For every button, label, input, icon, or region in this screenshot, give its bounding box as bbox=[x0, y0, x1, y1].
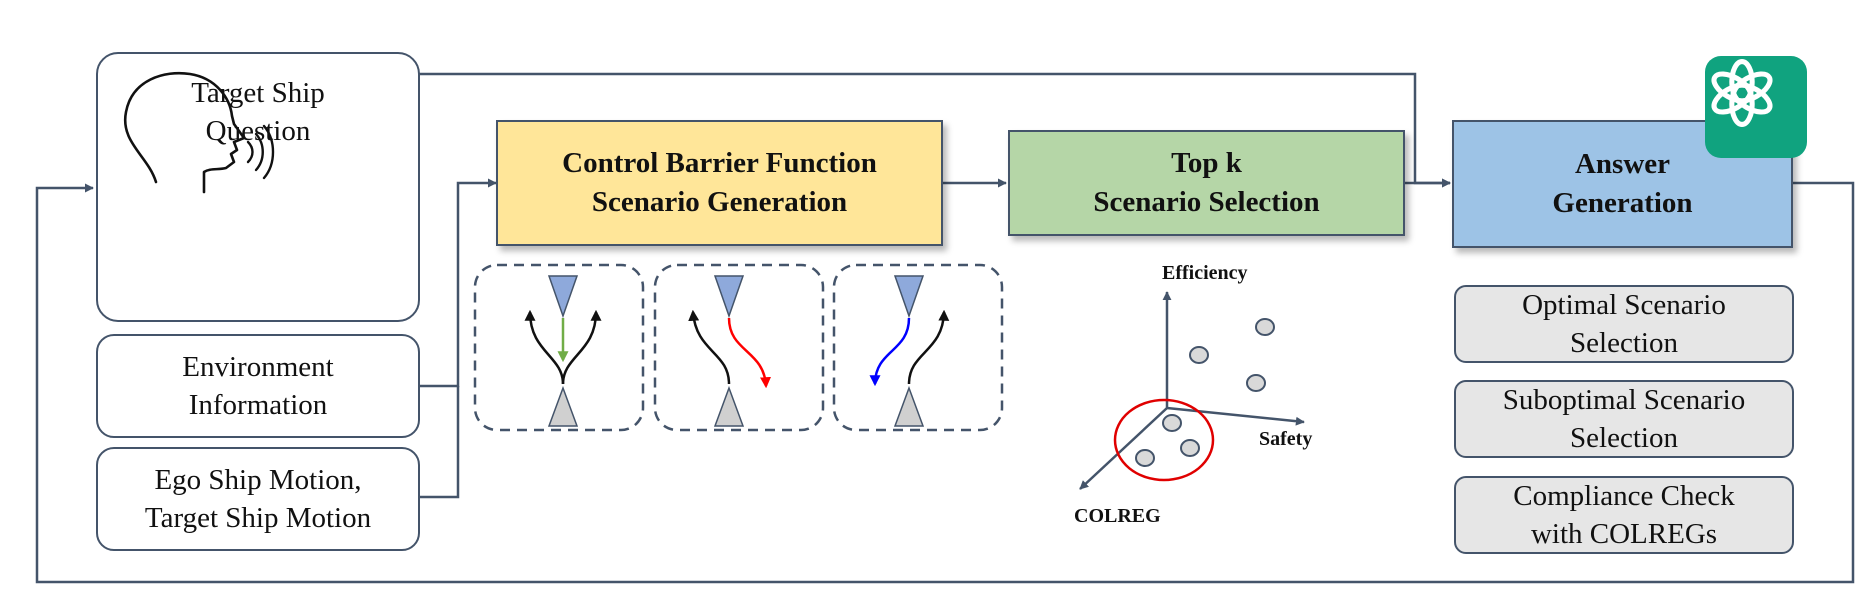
topk-line1: Top k bbox=[1171, 147, 1242, 179]
colreg-axis-label: COLREG bbox=[1074, 505, 1161, 527]
cbf-line1: Control Barrier Function bbox=[562, 147, 877, 179]
compliance-check-box: Compliance Check with COLREGs bbox=[1454, 476, 1794, 554]
safety-axis-label: Safety bbox=[1259, 428, 1313, 450]
environment-line1: Environment bbox=[182, 351, 334, 383]
cbf-scenario-generation-box: Control Barrier Function Scenario Genera… bbox=[496, 120, 943, 246]
question-line2: Question bbox=[205, 115, 311, 147]
answer-generation-box: Answer Generation bbox=[1452, 120, 1793, 248]
answer-line2: Generation bbox=[1552, 187, 1693, 219]
output-line1: Suboptimal Scenario bbox=[1502, 384, 1746, 416]
target-ship-question-box: Target Ship Question bbox=[96, 52, 420, 322]
environment-information-box: Environment Information bbox=[96, 334, 420, 438]
ship-motion-box: Ego Ship Motion, Target Ship Motion bbox=[96, 447, 420, 551]
answer-line1: Answer bbox=[1574, 148, 1671, 180]
output-line1: Compliance Check bbox=[1513, 480, 1735, 512]
topk-scenario-selection-box: Top k Scenario Selection bbox=[1008, 130, 1405, 236]
motion-to-cbf-line bbox=[420, 386, 460, 499]
environment-line2: Information bbox=[188, 389, 328, 421]
output-line1: Optimal Scenario bbox=[1522, 289, 1726, 321]
motion-line1: Ego Ship Motion, bbox=[154, 464, 362, 496]
cbf-line2: Scenario Generation bbox=[591, 186, 848, 218]
topk-line2: Scenario Selection bbox=[1093, 186, 1320, 218]
suboptimal-scenario-selection-box: Suboptimal Scenario Selection bbox=[1454, 380, 1794, 458]
feedback-loop-line bbox=[35, 181, 1855, 584]
openai-knot-icon bbox=[1711, 59, 1773, 127]
environment-to-cbf-line bbox=[420, 178, 497, 388]
openai-logo-icon bbox=[1705, 56, 1807, 158]
output-line2: with COLREGs bbox=[1530, 518, 1718, 550]
speaking-head-icon bbox=[123, 71, 275, 194]
output-line2: Selection bbox=[1570, 327, 1678, 359]
output-line2: Selection bbox=[1570, 422, 1678, 454]
efficiency-axis-label: Efficiency bbox=[1162, 262, 1248, 284]
motion-line2: Target Ship Motion bbox=[144, 502, 372, 534]
optimal-scenario-selection-box: Optimal Scenario Selection bbox=[1454, 285, 1794, 363]
